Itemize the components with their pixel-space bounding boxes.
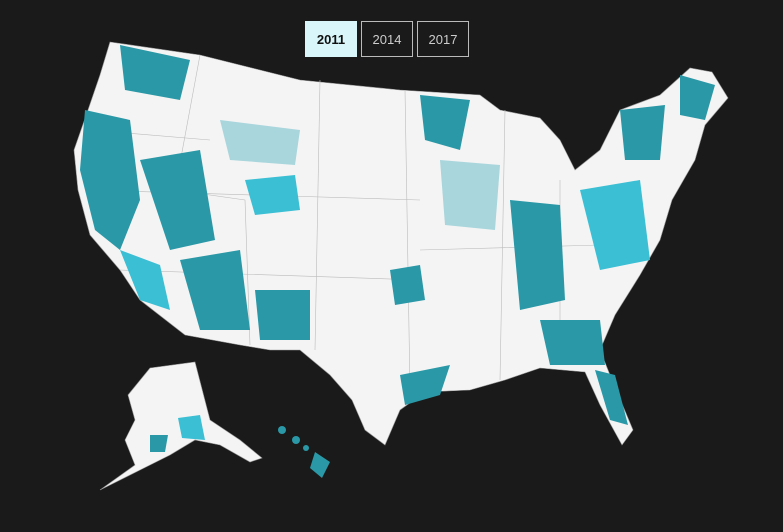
year-button[interactable]: 2017 (417, 21, 469, 57)
hawaii (278, 426, 330, 478)
alaska-patch (178, 415, 205, 440)
year-button[interactable]: 2011 (305, 21, 357, 57)
alaska-patch (150, 435, 168, 452)
year-selector: 2011 2014 2017 (305, 21, 469, 57)
year-button[interactable]: 2014 (361, 21, 413, 57)
county-patches (80, 45, 715, 425)
